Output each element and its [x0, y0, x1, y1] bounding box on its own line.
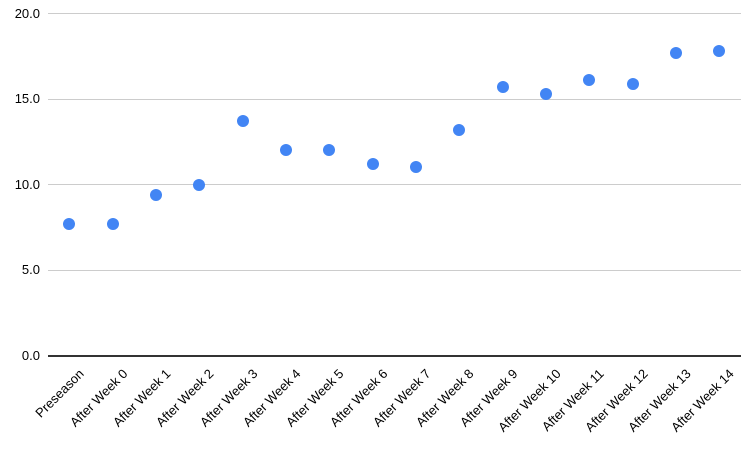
gridline [47, 184, 741, 185]
y-axis-tick-label: 5.0 [21, 262, 40, 277]
y-axis-tick-label: 10.0 [14, 176, 40, 192]
data-point [669, 46, 682, 59]
data-point [496, 81, 509, 94]
gridline [47, 98, 741, 100]
y-axis-tick-label: 20.0 [14, 5, 40, 21]
data-point [453, 123, 466, 136]
data-point [713, 45, 726, 58]
y-axis-tick-label: 15.0 [14, 91, 40, 106]
data-point [539, 87, 552, 100]
data-point [366, 157, 379, 170]
x-axis-line [47, 354, 741, 357]
data-point [279, 144, 292, 157]
gridline [47, 13, 741, 14]
data-point [193, 178, 206, 191]
data-point [236, 115, 249, 128]
data-point [409, 161, 422, 174]
data-point [106, 217, 119, 230]
data-point [63, 217, 76, 230]
data-point [583, 74, 596, 87]
gridline [47, 269, 741, 271]
y-axis-tick-label: 0.0 [21, 347, 40, 363]
data-point [149, 188, 162, 201]
data-point [323, 144, 336, 157]
data-point [626, 77, 639, 90]
